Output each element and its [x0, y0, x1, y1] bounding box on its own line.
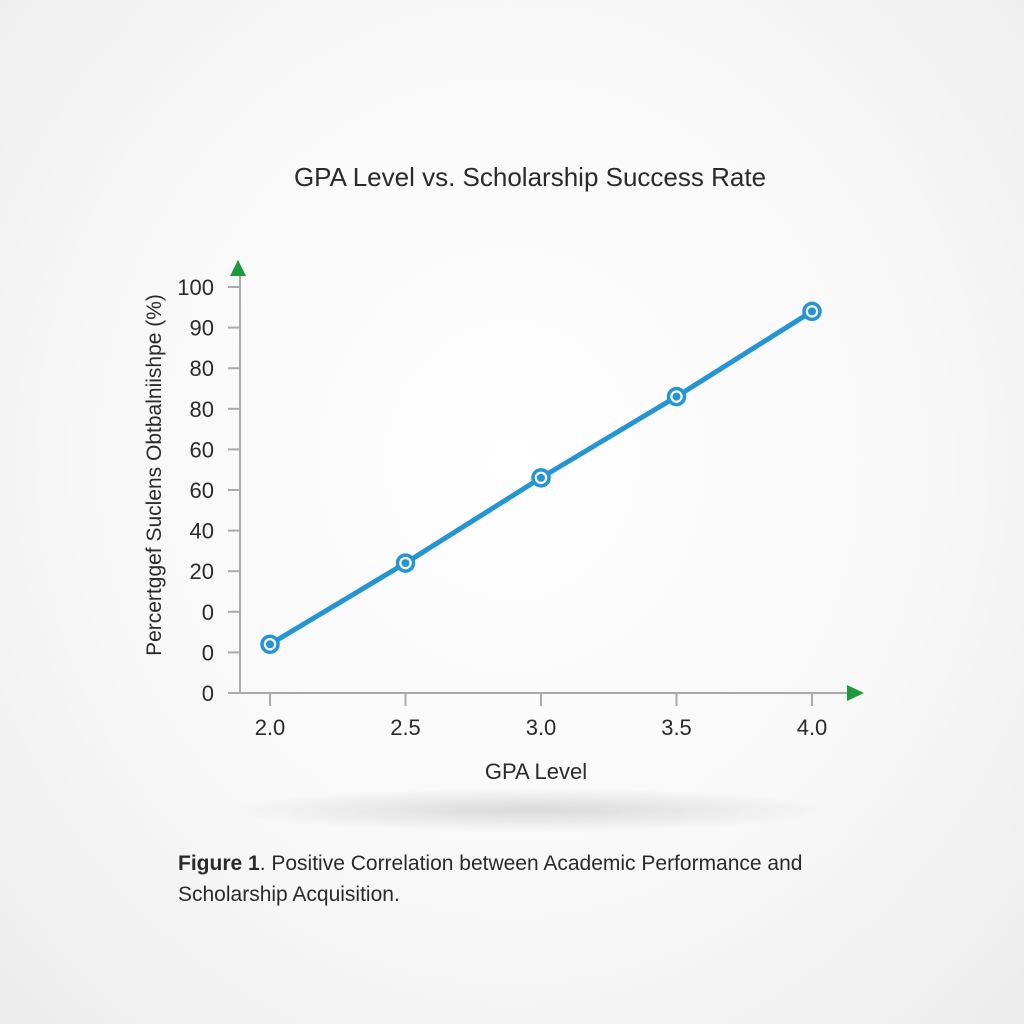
y-tick-label: 60 — [190, 437, 214, 462]
y-tick-label: 20 — [190, 559, 214, 584]
x-axis-arrow-icon — [847, 685, 864, 701]
chart-title: GPA Level vs. Scholarship Success Rate — [294, 162, 766, 192]
shadow — [230, 788, 830, 832]
data-point-dot — [266, 640, 274, 649]
x-tick-label: 3.0 — [526, 715, 557, 740]
data-point-dot — [808, 307, 816, 316]
y-tick-label: 90 — [190, 316, 214, 341]
y-tick-label: 0 — [202, 640, 214, 665]
data-point-dot — [401, 559, 410, 568]
y-tick-label: 40 — [190, 519, 214, 544]
x-tick-label: 3.5 — [661, 715, 692, 740]
y-axis-label: Percertggef Suclens Obtbalniishpe (%) — [143, 294, 166, 656]
data-point — [260, 634, 280, 655]
y-tick-label: 80 — [190, 397, 214, 422]
y-tick-label: 100 — [177, 275, 214, 300]
y-tick-label: 0 — [202, 600, 214, 625]
y-tick-label: 80 — [190, 356, 214, 381]
y-tick-label: 0 — [202, 681, 214, 706]
data-point — [531, 468, 551, 488]
y-axis-arrow-icon — [230, 260, 246, 276]
y-tick-label: 60 — [190, 478, 214, 503]
data-point-dot — [537, 473, 545, 482]
caption-label: Figure 1 — [178, 852, 260, 875]
data-point — [395, 553, 416, 573]
data-point-dot — [672, 392, 681, 401]
x-axis-label: GPA Level — [485, 759, 587, 784]
data-point — [802, 301, 822, 322]
x-tick-label: 4.0 — [797, 715, 828, 740]
caption-text: . Positive Correlation between Academic … — [178, 852, 803, 906]
data-point — [666, 386, 687, 407]
x-tick-label: 2.0 — [255, 715, 286, 740]
x-tick-label: 2.5 — [390, 715, 421, 740]
figure-caption: Figure 1. Positive Correlation between A… — [178, 848, 898, 910]
